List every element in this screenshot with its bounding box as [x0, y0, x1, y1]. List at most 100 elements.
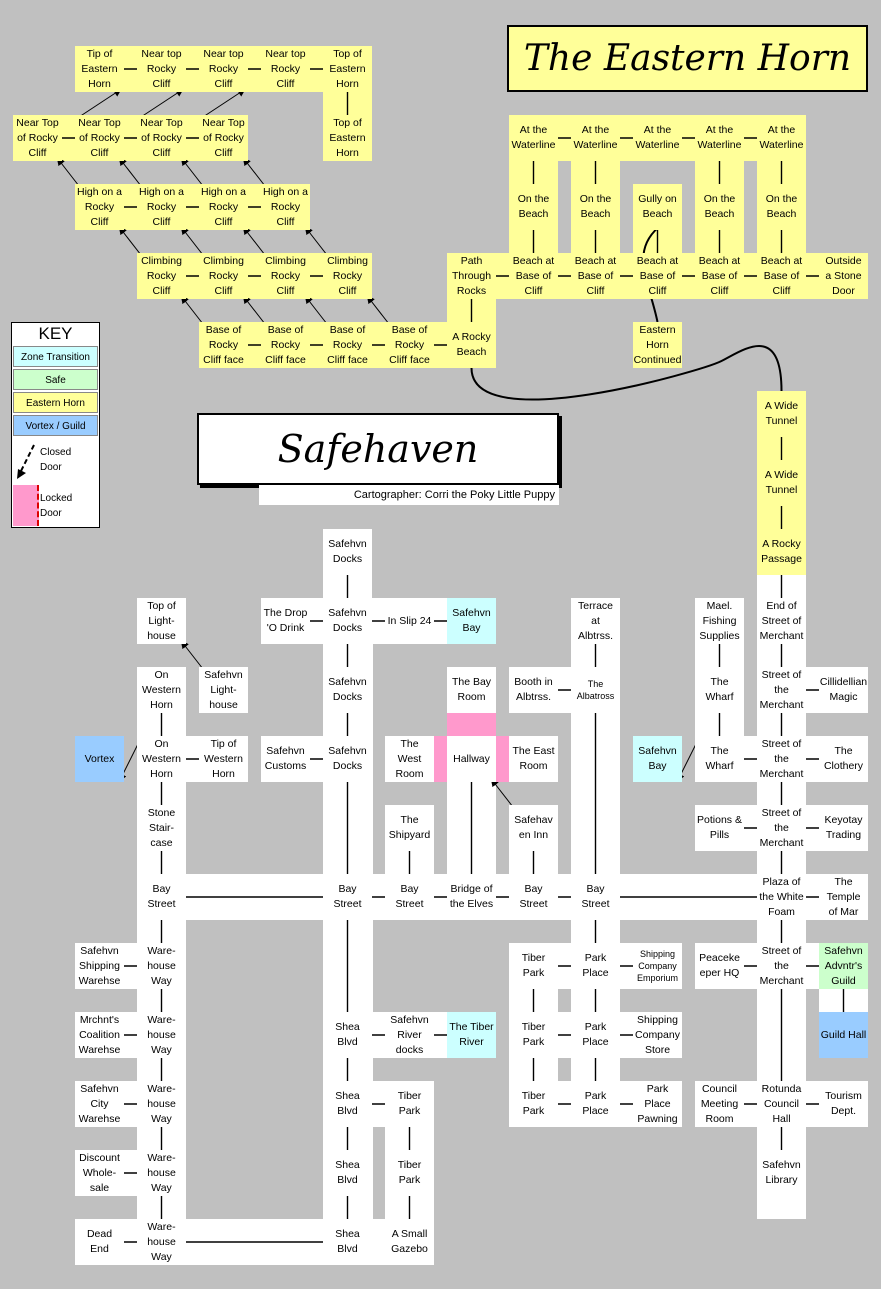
room-eh44: A Rocky Passage [757, 529, 806, 575]
room-s50: Peaceke eper HQ [695, 943, 744, 989]
room-s22: Safehvn Customs [261, 736, 310, 782]
climb-arrow [118, 226, 142, 256]
room-s15: The Albatross [571, 667, 620, 713]
climb-arrow [304, 295, 328, 325]
room-s12: Safehvn Docks [323, 667, 372, 713]
room-s16: The Wharf [695, 667, 744, 713]
room-eh37: Beach at Base of Cliff [633, 253, 682, 299]
room-eh43: A Wide Tunnel [757, 460, 806, 506]
climb-arrow [242, 226, 266, 256]
room-eh16: Climbing Rocky Cliff [199, 253, 248, 299]
room-s65: Tiber Park [385, 1081, 434, 1127]
room-s48: Park Place [571, 943, 620, 989]
room-s66: Tiber Park [509, 1081, 558, 1127]
room-eh38: Beach at Base of Cliff [695, 253, 744, 299]
room-s46: Ware- house Way [137, 943, 186, 989]
room-s13: The Bay Room [447, 667, 496, 713]
room-eh35: Beach at Base of Cliff [509, 253, 558, 299]
room-eh42: A Wide Tunnel [757, 391, 806, 437]
room-eh15: Climbing Rocky Cliff [137, 253, 186, 299]
room-s5: In Slip 24 [385, 598, 434, 644]
room-s1: Safehvn Docks [323, 529, 372, 575]
room-s60: Shipping Company Store [633, 1012, 682, 1058]
room-s43: Plaza of the White Foam [757, 874, 806, 920]
climb-arrow [140, 88, 184, 118]
room-s70: Rotunda Council Hall [757, 1081, 806, 1127]
room-s2: Top of Light- house [137, 598, 186, 644]
room-s25: Hallway [447, 736, 496, 782]
room-s30: The Clothery [819, 736, 868, 782]
room-s78: Ware- house Way [137, 1219, 186, 1265]
room-s40: Bridge of the Elves [447, 874, 496, 920]
room-eh34: On the Beach [757, 184, 806, 230]
room-s33: Safehav en Inn [509, 805, 558, 851]
room-s49: Shipping Company Emporium [633, 943, 682, 989]
room-eh2: Near top Rocky Cliff [137, 46, 186, 92]
room-s57: The Tiber River [447, 1012, 496, 1058]
room-s45: Safehvn Shipping Warehse [75, 943, 124, 989]
room-s72: Discount Whole- sale [75, 1150, 124, 1196]
room-eh3: Near top Rocky Cliff [199, 46, 248, 92]
key-closed-door: Closed Door [40, 447, 72, 473]
climb-arrow [202, 88, 246, 118]
room-s3: The Drop 'O Drink [261, 598, 310, 644]
room-eh20: Base of Rocky Cliff face [261, 322, 310, 368]
room-s20: On Western Horn [137, 736, 186, 782]
room-s71: Tourism Dept. [819, 1081, 868, 1127]
room-s38: Bay Street [323, 874, 372, 920]
room-eh6: Near Top of Rocky Cliff [13, 115, 62, 161]
room-eh36: Beach at Base of Cliff [571, 253, 620, 299]
climb-arrow [78, 88, 122, 118]
locked-door-swatch [13, 485, 39, 526]
room-s54: Ware- house Way [137, 1012, 186, 1058]
room-s68: Park Place Pawning [633, 1081, 682, 1127]
room-s37: Bay Street [137, 874, 186, 920]
room-eh4: Near top Rocky Cliff [261, 46, 310, 92]
room-eh22: Base of Rocky Cliff face [385, 322, 434, 368]
room-eh11: High on a Rocky Cliff [75, 184, 124, 230]
room-eh23: A Rocky Beach [447, 322, 496, 368]
room-s31: Stone Stair- case [137, 805, 186, 851]
room-s9: End of Street of Merchant [757, 598, 806, 644]
locked-door-marker [496, 736, 509, 782]
room-s59: Park Place [571, 1012, 620, 1058]
room-s76: Safehvn Library [757, 1150, 806, 1196]
room-s18: Cillidellian Magic [819, 667, 868, 713]
climb-arrow [180, 226, 204, 256]
room-s6: Safehvn Bay [447, 598, 496, 644]
room-s75: Tiber Park [385, 1150, 434, 1196]
climb-arrow [180, 295, 204, 325]
climb-arrow [366, 295, 390, 325]
room-eh28: At the Waterline [695, 115, 744, 161]
room-s36: Keyotay Trading [819, 805, 868, 851]
room-eh30: On the Beach [509, 184, 558, 230]
room-s24: The West Room [385, 736, 434, 782]
room-eh40: Outside a Stone Door [819, 253, 868, 299]
room-eh17: Climbing Rocky Cliff [261, 253, 310, 299]
room-eh13: High on a Rocky Cliff [199, 184, 248, 230]
room-s23: Safehvn Docks [323, 736, 372, 782]
room-s19: Vortex [75, 736, 124, 782]
climb-arrow [118, 157, 142, 187]
room-eh14: High on a Rocky Cliff [261, 184, 310, 230]
room-eh26: At the Waterline [571, 115, 620, 161]
safehaven-title: Safehaven [197, 413, 559, 485]
room-eh31: On the Beach [571, 184, 620, 230]
room-s47: Tiber Park [509, 943, 558, 989]
room-eh10: Top of Eastern Horn [323, 115, 372, 161]
key-locked-door: Locked Door [40, 493, 73, 519]
climb-arrow [180, 157, 204, 187]
locked-door-marker [434, 736, 447, 782]
room-eh27: At the Waterline [633, 115, 682, 161]
room-s26: The East Room [509, 736, 558, 782]
room-s10: On Western Horn [137, 667, 186, 713]
room-s52: Safehvn Advntr's Guild [819, 943, 868, 989]
room-eh33: On the Beach [695, 184, 744, 230]
room-s56: Safehvn River docks [385, 1012, 434, 1058]
climb-arrow [242, 295, 266, 325]
room-s69: Council Meeting Room [695, 1081, 744, 1127]
room-eh18: Climbing Rocky Cliff [323, 253, 372, 299]
room-s34: Potions & Pills [695, 805, 744, 851]
room-eh5: Top of Eastern Horn [323, 46, 372, 92]
